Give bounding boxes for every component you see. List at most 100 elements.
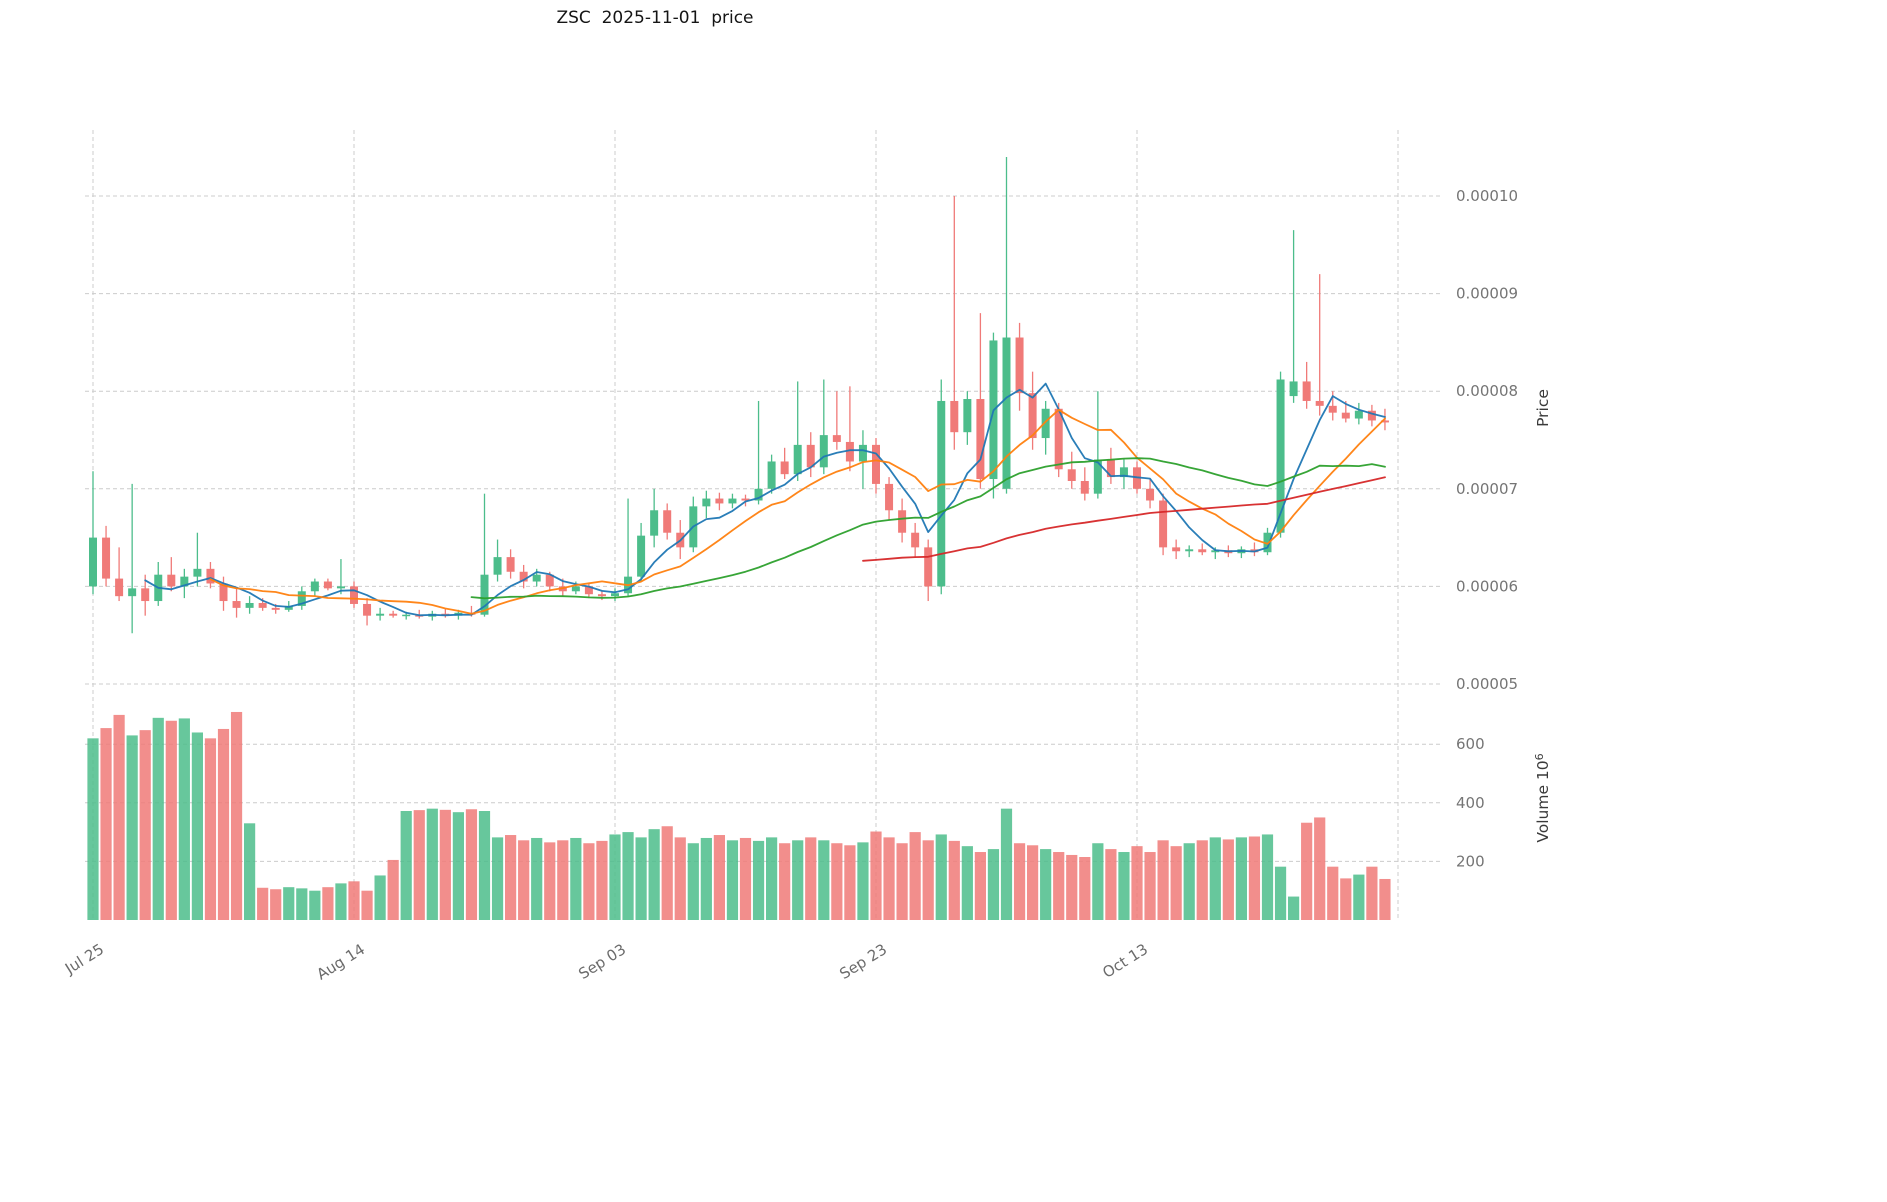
volume-bar — [805, 837, 817, 920]
volume-bar — [1366, 866, 1378, 920]
candle-body — [271, 607, 280, 610]
candle-body — [402, 614, 411, 617]
candle-body — [898, 510, 907, 533]
candle-body — [1276, 379, 1285, 533]
volume-bar — [387, 859, 399, 920]
candle-body — [1198, 549, 1207, 553]
volume-bar — [518, 840, 530, 920]
candle-body — [1302, 381, 1311, 401]
candle-body — [532, 574, 541, 582]
volume-bar — [557, 840, 569, 920]
candle-body — [728, 498, 737, 504]
volume-bar — [400, 811, 412, 920]
volume-bar — [1261, 834, 1274, 920]
candle-body — [1341, 412, 1350, 419]
volume-bar — [831, 843, 843, 920]
volume-bar — [1027, 845, 1039, 920]
candle-body — [297, 591, 306, 606]
candle-body — [819, 435, 828, 468]
volume-bar — [178, 718, 190, 920]
volume-bar — [1248, 836, 1261, 920]
volume-bar — [257, 887, 269, 920]
volume-bar — [439, 809, 451, 920]
date-tick-label: Aug 14 — [314, 940, 369, 983]
price-tick-label: 0.00010 — [1456, 187, 1518, 205]
candle-body — [232, 601, 241, 608]
candle-body — [924, 547, 933, 587]
candle-body — [637, 535, 646, 577]
volume-bar — [870, 831, 882, 920]
volume-axis-title: Volume 106 — [1533, 753, 1552, 842]
candle-body — [1211, 550, 1220, 553]
candle-body — [1354, 410, 1363, 419]
candle-body — [1289, 381, 1298, 397]
candle-body — [806, 444, 815, 468]
candle-body — [258, 602, 267, 608]
volume-bar — [100, 728, 112, 920]
volume-bar — [674, 837, 686, 920]
price-tick-label: 0.00007 — [1456, 480, 1518, 498]
volume-bar — [1379, 878, 1391, 920]
volume-bar — [1013, 843, 1026, 920]
candle-body — [1328, 405, 1337, 413]
volume-bar — [700, 837, 712, 920]
candle-body — [376, 613, 385, 616]
volume-bar — [544, 842, 556, 920]
candle-body — [754, 488, 763, 501]
volume-bar — [491, 837, 504, 920]
candle-body — [702, 498, 711, 507]
volume-bar — [1196, 840, 1208, 920]
candle-body — [663, 510, 672, 533]
volume-bar — [1209, 837, 1221, 920]
volume-bar — [191, 732, 203, 920]
candle-body — [167, 574, 176, 587]
price-tick-label: 0.00008 — [1456, 382, 1518, 400]
candle-body — [350, 586, 358, 604]
volume-bar — [1288, 896, 1300, 920]
volume-bar — [230, 711, 243, 920]
candle-body — [206, 568, 215, 584]
volume-bar — [152, 717, 164, 920]
candle-body — [89, 537, 97, 587]
volume-bar — [1131, 846, 1143, 920]
volume-bar — [948, 840, 960, 920]
candle-body — [363, 603, 372, 616]
volume-bar — [922, 840, 934, 920]
price-tick-label: 0.00009 — [1456, 285, 1518, 303]
volume-bar — [309, 890, 321, 920]
candle-body — [845, 441, 854, 462]
volume-bar — [1053, 852, 1065, 920]
candle-body — [741, 498, 750, 501]
price-tick-label: 0.00006 — [1456, 577, 1518, 595]
volume-bar — [217, 728, 230, 920]
volume-bar — [1274, 866, 1287, 920]
volume-bar — [1066, 854, 1078, 920]
candle-body — [1106, 459, 1115, 478]
date-tick-label: Oct 13 — [1099, 940, 1151, 982]
candle-body — [1172, 547, 1181, 552]
candle-body — [1093, 459, 1102, 494]
candle-body — [872, 444, 880, 484]
volume-bar — [779, 843, 791, 920]
candle-body — [1067, 469, 1076, 481]
volume-bar — [113, 714, 125, 920]
candle-body — [1028, 393, 1037, 439]
candle-body — [245, 602, 254, 608]
candle-body — [1367, 410, 1376, 421]
volume-bar — [726, 840, 739, 920]
candle-body — [1119, 467, 1128, 478]
volume-bar — [1235, 837, 1247, 920]
candles-layer — [89, 156, 1389, 634]
volume-bar — [465, 809, 478, 920]
volume-bars-layer — [87, 711, 1391, 920]
candle-body — [1185, 549, 1194, 552]
volume-bar — [505, 835, 517, 920]
candle-body — [389, 613, 398, 616]
volume-bar — [270, 889, 282, 920]
volume-bar — [583, 843, 595, 920]
candle-body — [597, 594, 606, 597]
volume-bar — [974, 852, 986, 920]
volume-bar — [909, 832, 921, 920]
